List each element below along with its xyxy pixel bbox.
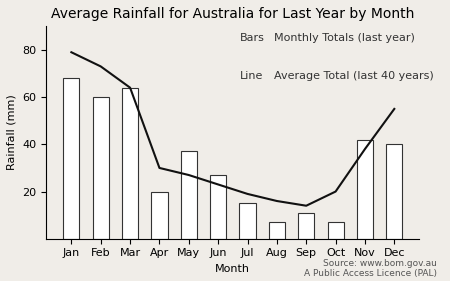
Bar — [269, 222, 285, 239]
Y-axis label: Rainfall (mm): Rainfall (mm) — [7, 95, 17, 170]
Text: Bars: Bars — [240, 33, 265, 43]
Bar — [93, 97, 109, 239]
Bar — [122, 88, 138, 239]
Text: Line: Line — [240, 71, 264, 81]
Text: Source: www.bom.gov.au
A Public Access Licence (PAL): Source: www.bom.gov.au A Public Access L… — [303, 259, 436, 278]
Bar — [210, 175, 226, 239]
Text: Monthly Totals (last year): Monthly Totals (last year) — [274, 33, 415, 43]
X-axis label: Month: Month — [216, 264, 250, 274]
Bar — [328, 222, 344, 239]
Bar — [181, 151, 197, 239]
Bar — [239, 203, 256, 239]
Bar — [357, 140, 373, 239]
Bar — [63, 78, 80, 239]
Bar — [298, 213, 314, 239]
Title: Average Rainfall for Australia for Last Year by Month: Average Rainfall for Australia for Last … — [51, 7, 414, 21]
Text: Average Total (last 40 years): Average Total (last 40 years) — [274, 71, 434, 81]
Bar — [386, 144, 402, 239]
Bar — [151, 192, 167, 239]
